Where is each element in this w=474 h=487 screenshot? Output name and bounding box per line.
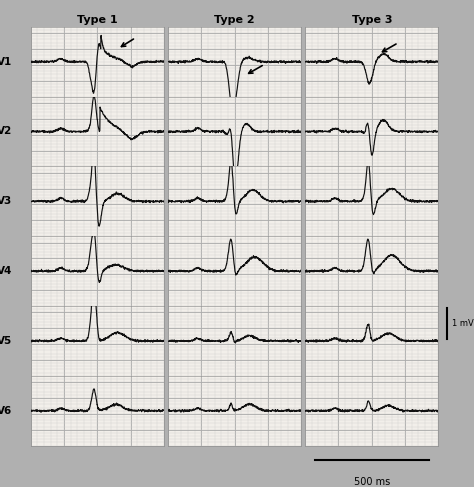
Text: V2: V2 <box>0 127 12 136</box>
Text: 500 ms: 500 ms <box>354 477 390 487</box>
Title: Type 1: Type 1 <box>77 15 118 25</box>
Text: V5: V5 <box>0 336 12 346</box>
Text: V3: V3 <box>0 196 12 206</box>
Text: V1: V1 <box>0 56 12 67</box>
Title: Type 2: Type 2 <box>214 15 255 25</box>
Title: Type 3: Type 3 <box>352 15 392 25</box>
Text: 1 mV: 1 mV <box>452 319 474 328</box>
Text: V4: V4 <box>0 266 12 276</box>
Text: V6: V6 <box>0 406 12 416</box>
